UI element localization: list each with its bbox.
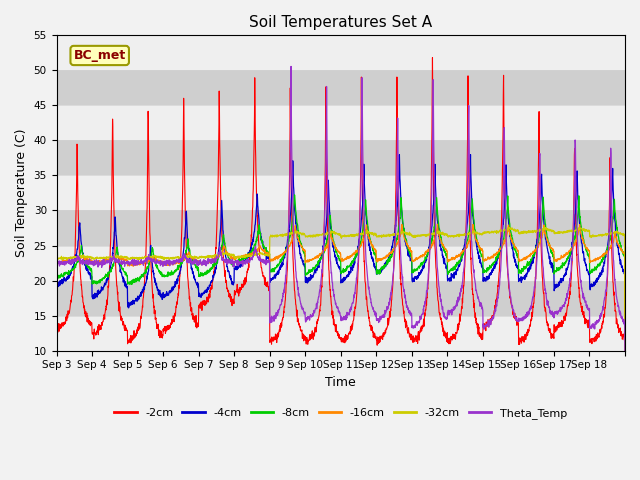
-2cm (613, 318, 621, 324)
-16cm (109, 256, 117, 262)
-16cm (232, 256, 240, 262)
-8cm (512, 250, 520, 256)
Theta_Temp (512, 316, 520, 322)
Line: -8cm: -8cm (56, 195, 625, 422)
-16cm (52, 259, 60, 264)
-4cm (545, 250, 552, 256)
-2cm (232, 289, 240, 295)
-8cm (375, 271, 383, 277)
-32cm (540, 224, 548, 230)
Line: -32cm: -32cm (56, 227, 625, 421)
-2cm (109, 172, 117, 178)
-8cm (52, 274, 60, 280)
Line: -2cm: -2cm (56, 58, 625, 422)
-4cm (52, 281, 60, 287)
-8cm (621, 420, 629, 425)
-32cm (109, 254, 117, 260)
Title: Soil Temperatures Set A: Soil Temperatures Set A (249, 15, 433, 30)
-32cm (512, 227, 520, 233)
-16cm (613, 238, 621, 244)
-8cm (545, 239, 552, 245)
-16cm (433, 221, 441, 227)
-2cm (621, 420, 629, 425)
-8cm (291, 192, 298, 198)
Theta_Temp (109, 252, 117, 258)
X-axis label: Time: Time (325, 376, 356, 389)
-4cm (512, 263, 520, 269)
-2cm (429, 55, 436, 60)
Y-axis label: Soil Temperature (C): Soil Temperature (C) (15, 129, 28, 257)
-4cm (467, 152, 474, 157)
Bar (56, 176, 625, 211)
-16cm (621, 418, 629, 423)
-4cm (109, 246, 117, 252)
Legend: -2cm, -4cm, -8cm, -16cm, -32cm, Theta_Temp: -2cm, -4cm, -8cm, -16cm, -32cm, Theta_Te… (110, 404, 572, 423)
Theta_Temp (52, 258, 60, 264)
-8cm (232, 260, 240, 265)
Theta_Temp (621, 420, 629, 426)
-32cm (545, 226, 552, 232)
Line: -4cm: -4cm (56, 155, 625, 420)
-32cm (375, 233, 383, 239)
Line: -16cm: -16cm (56, 224, 625, 420)
-4cm (375, 270, 383, 276)
Bar (56, 141, 625, 176)
Theta_Temp (545, 301, 552, 307)
Bar (56, 245, 625, 280)
-32cm (52, 256, 60, 262)
Bar (56, 71, 625, 106)
-2cm (52, 322, 60, 327)
Bar (56, 315, 625, 350)
-32cm (613, 229, 621, 235)
Bar (56, 36, 625, 71)
Bar (56, 106, 625, 141)
-16cm (512, 245, 520, 251)
-8cm (109, 261, 117, 267)
Theta_Temp (375, 317, 383, 323)
-16cm (545, 240, 552, 245)
-8cm (613, 225, 621, 230)
Bar (56, 211, 625, 245)
-2cm (545, 324, 552, 330)
Theta_Temp (287, 63, 295, 69)
-4cm (613, 243, 621, 249)
Bar (56, 280, 625, 315)
-2cm (375, 339, 383, 345)
-32cm (232, 254, 240, 260)
Text: BC_met: BC_met (74, 49, 126, 62)
-16cm (375, 256, 383, 262)
-32cm (621, 419, 629, 424)
Theta_Temp (232, 259, 240, 265)
Theta_Temp (613, 297, 621, 303)
-2cm (512, 313, 520, 319)
Line: Theta_Temp: Theta_Temp (56, 66, 625, 423)
-4cm (232, 265, 240, 271)
-4cm (621, 417, 629, 422)
